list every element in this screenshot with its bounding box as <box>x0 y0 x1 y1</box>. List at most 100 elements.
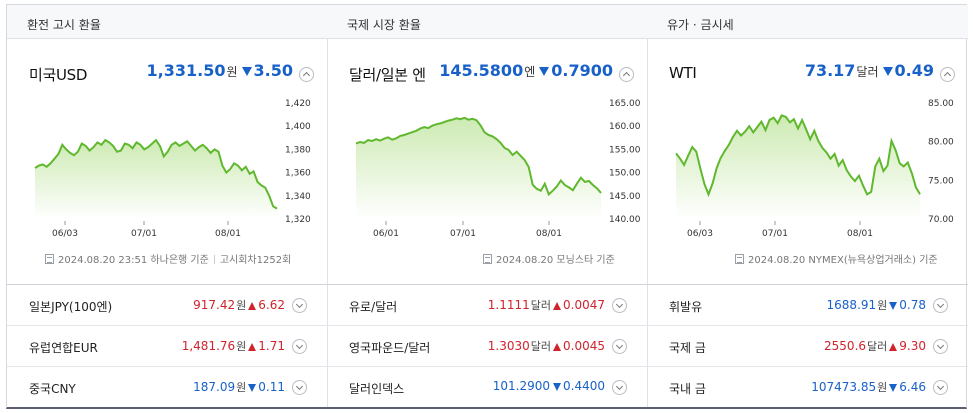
change-value: 0.11 <box>258 380 285 394</box>
expand-button[interactable] <box>612 298 627 313</box>
card-title[interactable]: WTI <box>669 64 697 82</box>
card-title[interactable]: 미국USD <box>29 66 88 84</box>
up-arrow-icon <box>553 301 561 310</box>
source-date: 2024.08.20 NYMEX(뉴욕상업거래소) 기준 <box>748 255 938 266</box>
value-unit: 달러 <box>867 340 888 353</box>
change-value: 0.0047 <box>563 298 605 312</box>
y-tick-label: 145.00 <box>609 192 641 202</box>
document-icon <box>735 254 744 264</box>
item-value: 917.42원 6.62 <box>193 297 285 313</box>
y-tick-label: 70.00 <box>928 215 954 225</box>
chart-line <box>675 114 921 198</box>
price-change: 0.7900 <box>539 61 613 80</box>
source-round: 고시회차1252회 <box>219 255 292 266</box>
source-date: 2024.08.20 모닝스타 기준 <box>496 255 615 266</box>
list-item[interactable]: 중국CNY 187.09원 0.11 <box>7 367 327 408</box>
y-tick-label: 160.00 <box>609 122 641 132</box>
y-tick-label: 1,320 <box>285 215 311 225</box>
card-title[interactable]: 달러/일본 엔 <box>349 66 426 84</box>
section-header: 국제 시장 환율 <box>327 5 647 39</box>
item-name: 유럽연합EUR <box>29 341 98 355</box>
price-unit: 엔 <box>524 65 536 79</box>
expand-button[interactable] <box>933 339 948 354</box>
source-note: 2024.08.20 NYMEX(뉴욕상업거래소) 기준 <box>735 251 938 266</box>
section-header: 환전 고시 환율 <box>7 5 327 39</box>
chart-area <box>356 117 601 219</box>
value-unit: 원 <box>236 381 247 394</box>
expand-button[interactable] <box>292 380 307 395</box>
item-value: 2550.6달러 9.30 <box>824 338 926 354</box>
separator <box>213 255 215 264</box>
value-unit: 원 <box>236 340 247 353</box>
change-value: 0.78 <box>899 298 926 312</box>
list-item[interactable]: 국내 금 107473.85원 6.46 <box>647 367 968 408</box>
document-icon <box>45 254 54 264</box>
chart-line <box>34 138 278 210</box>
expand-button[interactable] <box>612 339 627 354</box>
x-tick-label: 06/03 <box>687 229 713 239</box>
source-date: 2024.08.20 23:51 하나은행 기준 <box>58 255 209 266</box>
value-number: 1,481.76 <box>181 339 236 353</box>
expand-button[interactable] <box>292 298 307 313</box>
expand-button[interactable] <box>299 67 314 82</box>
x-tick-label: 07/01 <box>762 229 788 239</box>
item-value: 187.09원 0.11 <box>193 379 285 395</box>
value-number: 917.42 <box>193 298 236 312</box>
expand-button[interactable] <box>612 380 627 395</box>
price-chart: 85.00 80.00 75.00 70.00 06/03 07/01 08/01 <box>675 99 954 239</box>
expand-button[interactable] <box>619 67 634 82</box>
item-name: 영국파운드/달러 <box>349 341 431 355</box>
item-value: 101.2900 0.4400 <box>493 379 605 393</box>
change-value: 0.0045 <box>563 339 605 353</box>
rate-list: 유로/달러 1.1111달러 0.0047 영국파운드/달러 1.3030달러 0.004… <box>327 284 647 408</box>
list-item[interactable]: 유로/달러 1.1111달러 0.0047 <box>327 285 647 326</box>
list-item[interactable]: 영국파운드/달러 1.3030달러 0.0045 <box>327 326 647 367</box>
y-tick-label: 1,360 <box>285 169 311 179</box>
y-tick-label: 155.00 <box>609 145 641 155</box>
down-arrow-icon <box>241 67 252 76</box>
chart-area <box>35 140 277 219</box>
price-chart: 165.00 160.00 155.00 150.00 145.00 140.00 06/0… <box>355 99 641 239</box>
list-item[interactable]: 국제 금 2550.6달러 9.30 <box>647 326 968 367</box>
value-unit: 달러 <box>530 340 551 353</box>
list-item[interactable]: 유럽연합EUR 1,481.76원 1.71 <box>7 326 327 367</box>
card-price: 73.17달러 0.49 <box>805 61 934 80</box>
item-name: 휘발유 <box>669 300 703 314</box>
price-unit: 달러 <box>856 65 879 79</box>
expand-button[interactable] <box>933 380 948 395</box>
up-arrow-icon <box>553 342 561 351</box>
value-number: 1688.91 <box>826 298 877 312</box>
value-number: 107473.85 <box>811 380 877 394</box>
up-arrow-icon <box>248 342 257 351</box>
y-tick-label: 80.00 <box>928 138 954 148</box>
up-arrow-icon <box>248 301 257 310</box>
card-price: 1,331.50원 3.50 <box>147 61 293 80</box>
x-tick-label: 08/01 <box>215 229 241 239</box>
list-item[interactable]: 달러인덱스 101.2900 0.4400 <box>327 367 647 408</box>
list-item[interactable]: 일본JPY(100엔) 917.42원 6.62 <box>7 285 327 326</box>
expand-button[interactable] <box>292 339 307 354</box>
item-name: 유로/달러 <box>349 300 398 314</box>
chart-area <box>676 115 920 219</box>
value-number: 101.2900 <box>492 379 550 393</box>
item-value: 1.3030달러 0.0045 <box>488 338 605 354</box>
down-arrow-icon <box>889 301 898 310</box>
international-rate-column: 국제 시장 환율 달러/일본 엔 145.5800엔 0.7900 165.00 1… <box>327 5 647 407</box>
y-tick-label: 1,340 <box>285 192 311 202</box>
card-price: 145.5800엔 0.7900 <box>439 61 613 80</box>
expand-button[interactable] <box>940 67 955 82</box>
list-item[interactable]: 휘발유 1688.91원 0.78 <box>647 285 968 326</box>
price-value: 73.17 <box>804 61 856 80</box>
value-number: 187.09 <box>193 380 236 394</box>
x-tick-label: 07/01 <box>450 229 476 239</box>
change-value: 3.50 <box>253 61 293 80</box>
expand-button[interactable] <box>933 298 948 313</box>
item-name: 국제 금 <box>669 341 706 355</box>
y-tick-label: 165.00 <box>609 99 641 109</box>
oil-gold-column: 유가 · 금시세 WTI 73.17달러 0.49 85.00 80.00 75.00… <box>647 5 968 407</box>
y-tick-label: 75.00 <box>928 176 954 186</box>
price-change: 0.49 <box>882 61 934 80</box>
item-name: 일본JPY(100엔) <box>29 300 113 314</box>
change-value: 1.71 <box>258 339 285 353</box>
x-tick-label: 06/01 <box>373 229 399 239</box>
